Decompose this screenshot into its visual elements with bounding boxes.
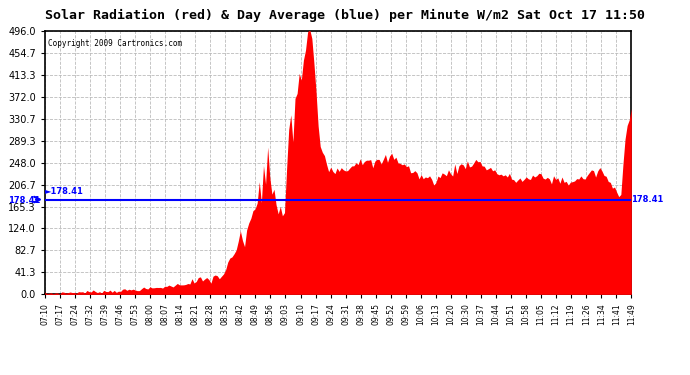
Text: Solar Radiation (red) & Day Average (blue) per Minute W/m2 Sat Oct 17 11:50: Solar Radiation (red) & Day Average (blu… — [45, 9, 645, 22]
Text: ►178.41: ►178.41 — [45, 188, 83, 196]
Text: 178.41: 178.41 — [631, 195, 664, 204]
Text: Copyright 2009 Cartronics.com: Copyright 2009 Cartronics.com — [48, 39, 182, 48]
